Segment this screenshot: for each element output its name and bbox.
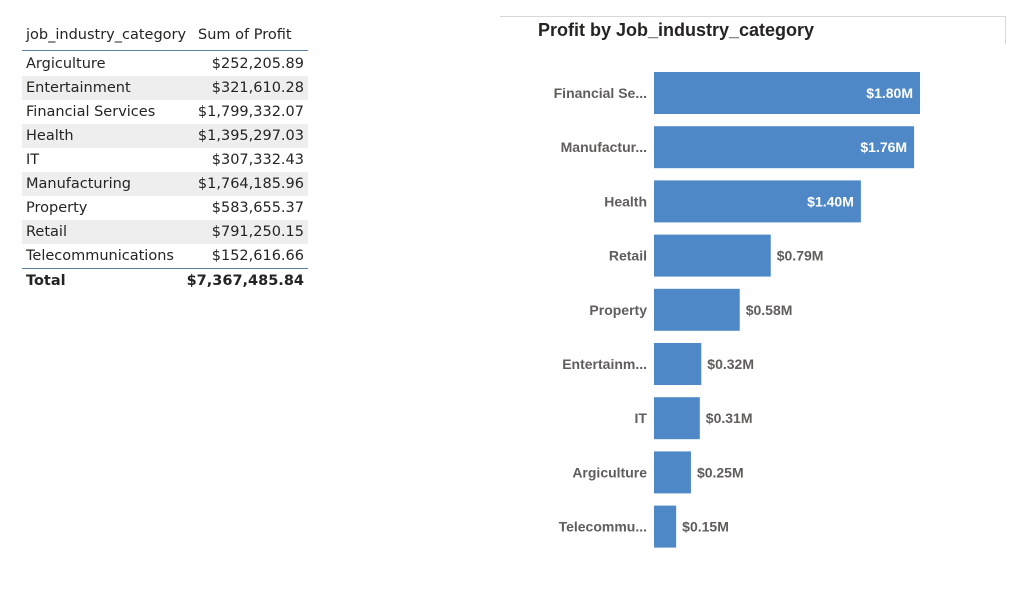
- table-total-row: Total $7,367,485.84: [22, 268, 308, 293]
- table-row[interactable]: Telecommunications $152,616.66: [22, 244, 308, 268]
- bar-data-label: $1.80M: [866, 85, 913, 101]
- bar-data-label: $1.76M: [860, 139, 907, 155]
- row-profit-value: $252,205.89: [211, 56, 304, 72]
- category-axis-label: Telecommu...: [559, 519, 647, 535]
- bar[interactable]: [654, 234, 771, 277]
- profit-table: job_industry_category Sum of Profit Argi…: [22, 20, 308, 293]
- bar[interactable]: [654, 451, 691, 494]
- category-axis-label: Retail: [609, 248, 647, 264]
- table-header-row: job_industry_category Sum of Profit: [22, 20, 308, 51]
- bar-data-label: $0.25M: [697, 464, 744, 480]
- profit-bar-chart[interactable]: Profit by Job_industry_category Financia…: [500, 16, 1006, 576]
- column-header-category[interactable]: job_industry_category: [26, 27, 187, 43]
- bar[interactable]: [654, 180, 861, 223]
- table-row[interactable]: Manufacturing $1,764,185.96: [22, 172, 308, 196]
- bar[interactable]: [654, 505, 677, 548]
- category-axis-label: Property: [589, 302, 647, 318]
- column-header-sum-of-profit[interactable]: Sum of Profit: [198, 27, 292, 43]
- row-category: Health: [26, 128, 74, 144]
- table-row[interactable]: Argiculture $252,205.89: [22, 52, 308, 76]
- row-profit-value: $791,250.15: [211, 224, 304, 240]
- row-category: IT: [26, 152, 40, 168]
- table-row[interactable]: IT $307,332.43: [22, 148, 308, 172]
- bar-data-label: $1.40M: [807, 193, 854, 209]
- bar[interactable]: [654, 343, 702, 385]
- bar[interactable]: [654, 397, 700, 440]
- row-profit-value: $1,395,297.03: [197, 128, 304, 144]
- bar[interactable]: [654, 72, 920, 114]
- table-row[interactable]: Retail $791,250.15: [22, 220, 308, 244]
- row-category: Financial Services: [26, 104, 156, 120]
- table-row[interactable]: Entertainment $321,610.28: [22, 76, 308, 100]
- bar-data-label: $0.58M: [746, 302, 793, 318]
- category-axis-label: Entertainm...: [562, 356, 647, 372]
- row-profit-value: $307,332.43: [211, 152, 304, 168]
- bar[interactable]: [654, 288, 740, 331]
- category-axis-label: Manufactur...: [561, 139, 647, 155]
- bar-data-label: $0.32M: [707, 356, 754, 372]
- category-axis-label: Health: [604, 193, 647, 209]
- visual-border-top: [500, 16, 1006, 17]
- row-category: Telecommunications: [26, 248, 174, 264]
- category-axis-label: Argiculture: [572, 464, 647, 480]
- row-profit-value: $1,799,332.07: [197, 104, 304, 120]
- bar-data-label: $0.31M: [706, 410, 753, 426]
- category-axis-label: Financial Se...: [554, 85, 647, 101]
- row-profit-value: $583,655.37: [211, 200, 304, 216]
- category-axis-label: IT: [635, 410, 648, 426]
- total-value: $7,367,485.84: [186, 273, 304, 289]
- table-row[interactable]: Financial Services $1,799,332.07: [22, 100, 308, 124]
- row-category: Manufacturing: [26, 176, 131, 192]
- row-profit-value: $321,610.28: [211, 80, 304, 96]
- bar-chart-plot: Financial Se... $1.80M Manufactur... $1.76M…: [554, 72, 920, 548]
- row-category: Argiculture: [26, 56, 106, 72]
- chart-title: Profit by Job_industry_category: [538, 20, 815, 40]
- table-row[interactable]: Property $583,655.37: [22, 196, 308, 220]
- total-label: Total: [26, 273, 66, 289]
- row-category: Property: [26, 200, 88, 216]
- bar-data-label: $0.79M: [777, 248, 824, 264]
- visual-border-right: [1005, 16, 1006, 44]
- table-row[interactable]: Health $1,395,297.03: [22, 124, 308, 148]
- table-body: Argiculture $252,205.89 Entertainment $321,…: [22, 51, 308, 268]
- bar[interactable]: [654, 126, 915, 169]
- row-profit-value: $152,616.66: [211, 248, 304, 264]
- bar-data-label: $0.15M: [682, 519, 729, 535]
- row-category: Entertainment: [26, 80, 131, 96]
- row-profit-value: $1,764,185.96: [197, 176, 304, 192]
- row-category: Retail: [26, 224, 67, 240]
